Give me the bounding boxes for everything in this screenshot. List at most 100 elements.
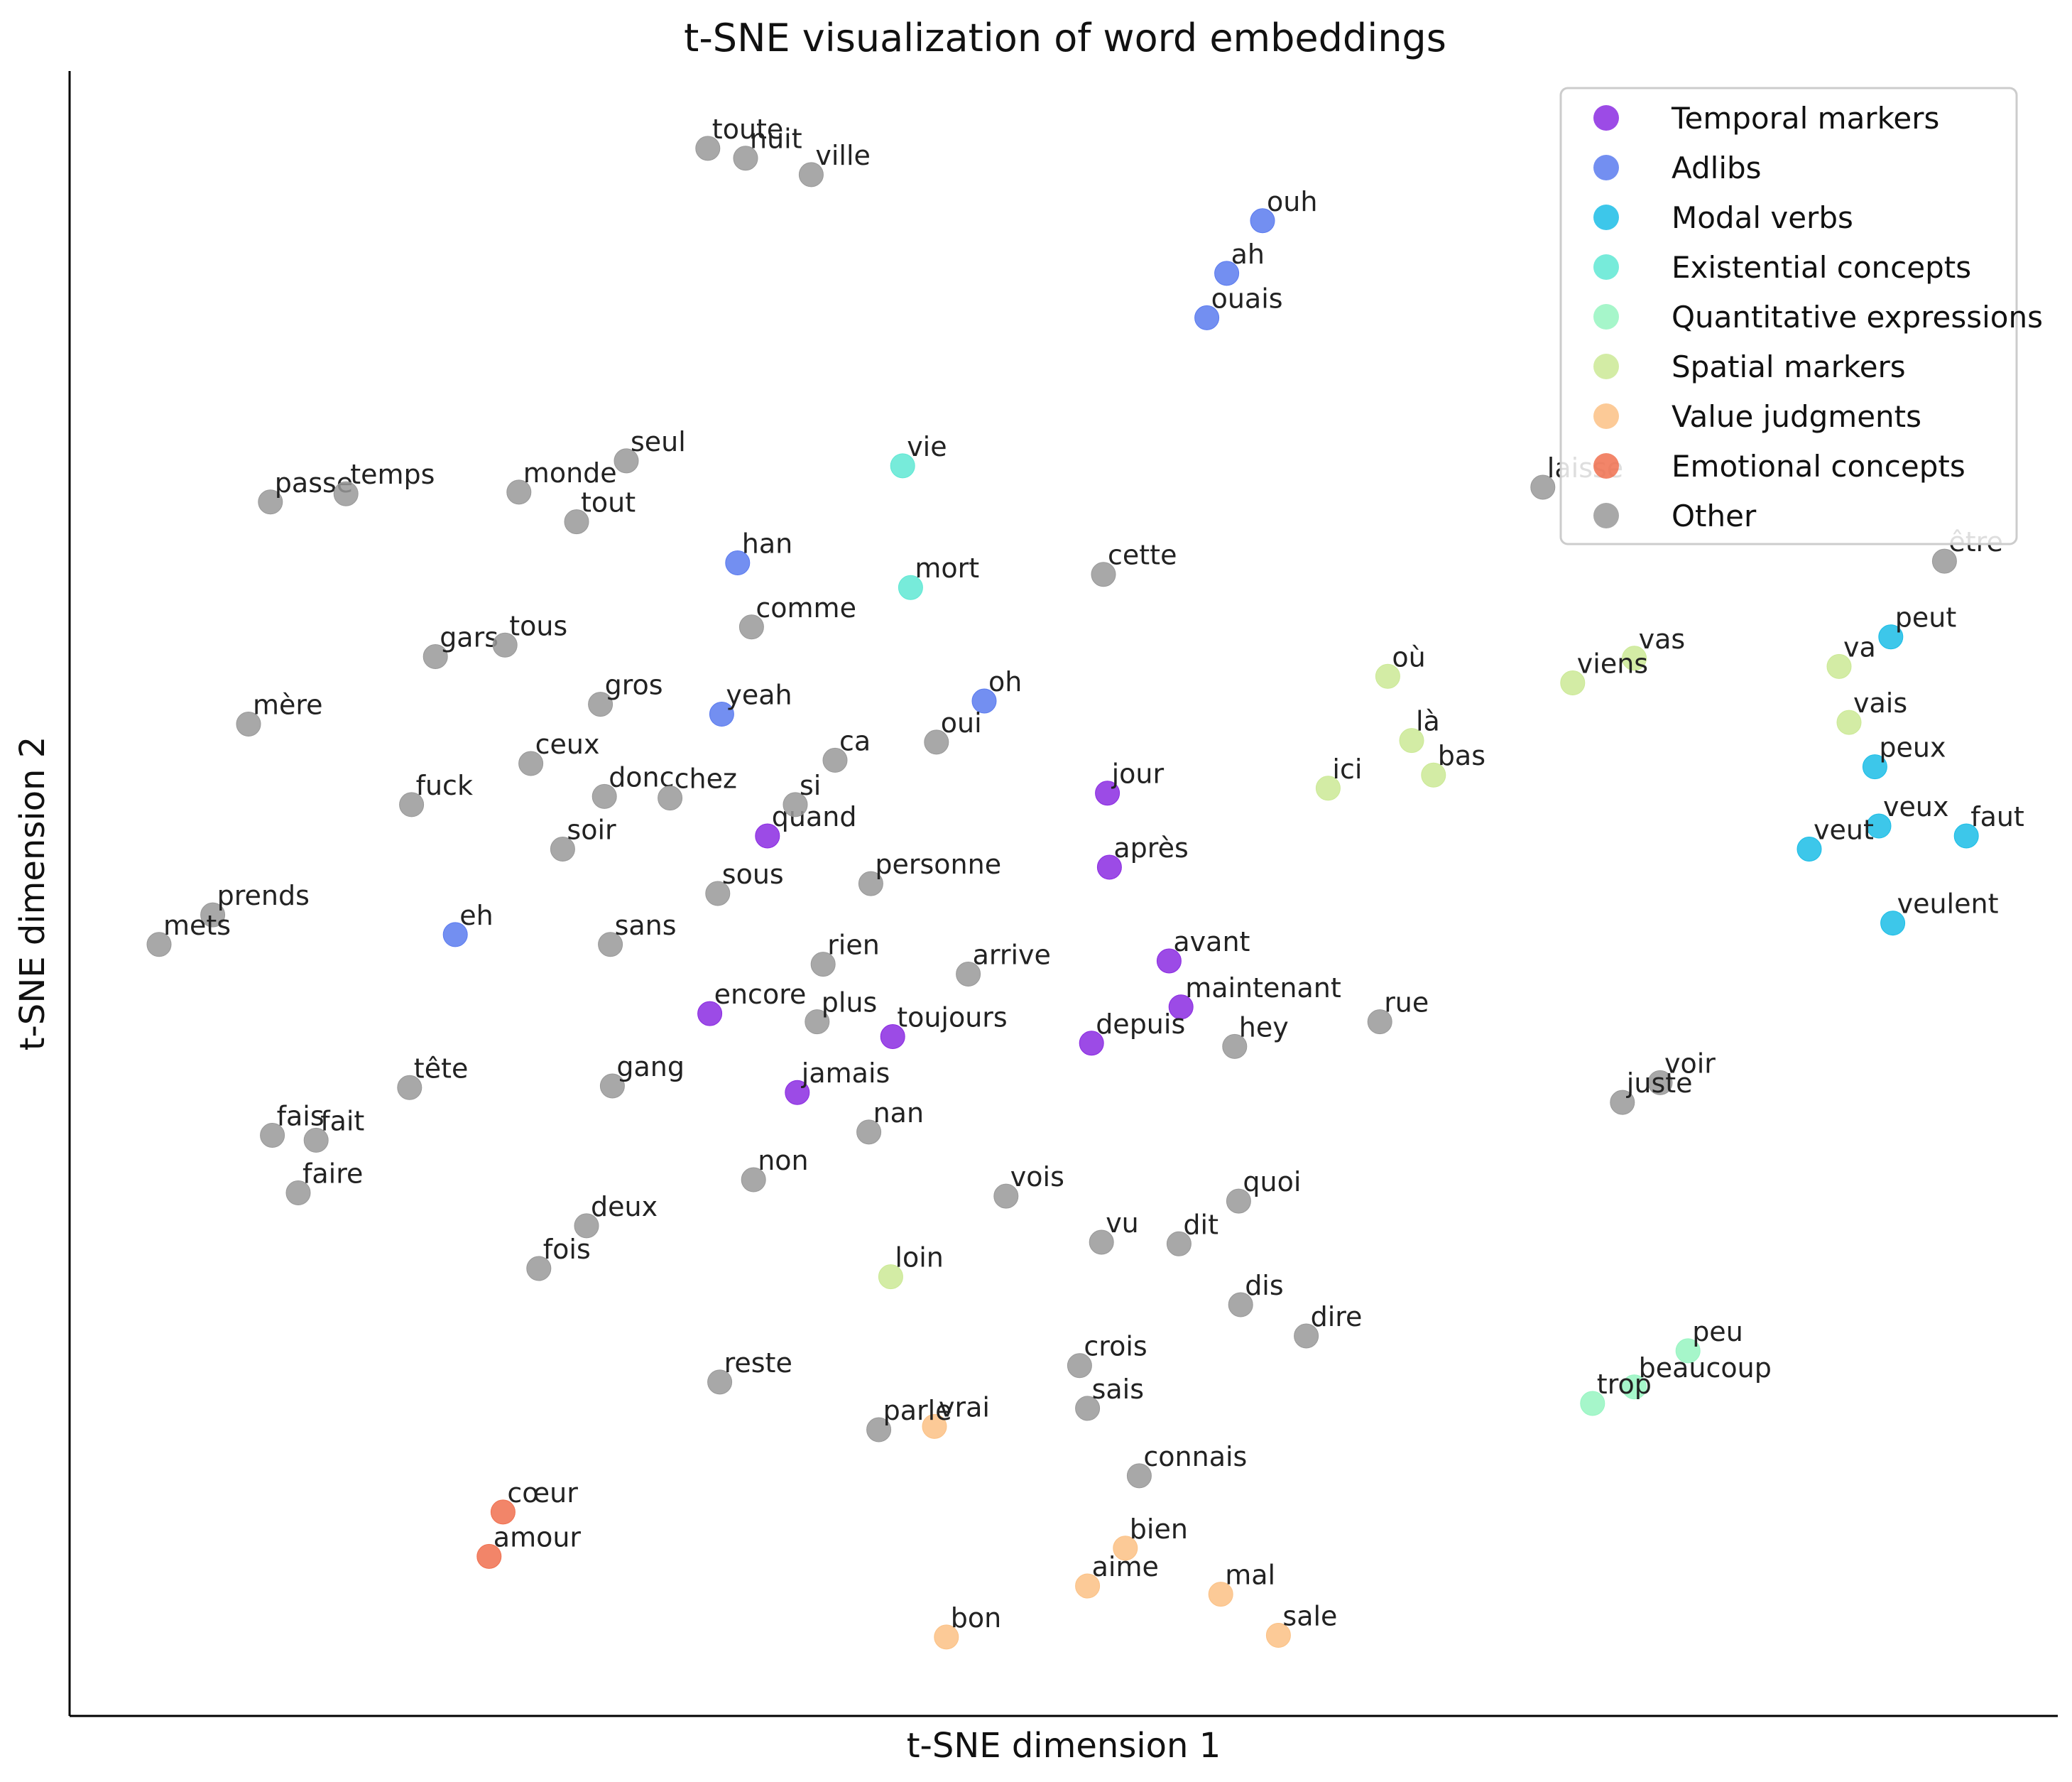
point-vois [993, 1183, 1019, 1209]
point-label-sais: sais [1092, 1374, 1144, 1405]
point-label-mal: mal [1225, 1560, 1275, 1591]
point-dis [1228, 1292, 1253, 1318]
point-label-parle: parle [883, 1395, 952, 1426]
point-apres [1096, 854, 1122, 880]
point-temps [333, 481, 359, 506]
point-vas [1622, 646, 1647, 671]
point-label-amour: amour [494, 1521, 582, 1553]
point-label-veut: veut [1814, 814, 1874, 845]
point-label-nuit: nuit [750, 124, 802, 155]
legend-marker-temporal-markers [1593, 105, 1619, 131]
point-gang [599, 1073, 625, 1099]
point-avant [1156, 948, 1182, 974]
point-label-seul: seul [631, 426, 686, 457]
point-label-ou: où [1392, 641, 1425, 673]
point-label-viens: viens [1577, 648, 1648, 680]
series-other: toutenuitvilleseulmondepassetempstoutlai… [146, 114, 2003, 1489]
point-label-vas: vas [1639, 624, 1686, 655]
point-label-gars: gars [440, 621, 498, 653]
point-passe [258, 489, 283, 515]
point-monde [506, 479, 532, 505]
point-label-arrive: arrive [973, 939, 1051, 970]
point-mere [236, 711, 261, 737]
point-reste [707, 1369, 733, 1395]
point-hey [1222, 1033, 1248, 1059]
point-label-vois: vois [1010, 1161, 1064, 1192]
point-label-toujours: toujours [897, 1001, 1008, 1033]
point-ville [798, 162, 824, 188]
point-gars [422, 643, 448, 669]
point-non [741, 1167, 766, 1192]
point-label-faire: faire [302, 1158, 363, 1190]
point-trop [1580, 1391, 1605, 1416]
point-fait [303, 1127, 329, 1153]
point-label-sous: sous [722, 859, 784, 890]
point-label-jamais: jamais [801, 1058, 890, 1089]
point-coeur [490, 1499, 516, 1525]
point-label-chez: chez [675, 764, 737, 795]
point-label-bon: bon [951, 1602, 1001, 1634]
point-label-veulent: veulent [1897, 889, 1999, 920]
point-seul [614, 448, 639, 474]
point-label-fait: fait [320, 1105, 364, 1136]
point-tete [397, 1075, 422, 1100]
point-si [783, 792, 808, 817]
point-label-cette: cette [1108, 540, 1177, 571]
point-soir [550, 836, 575, 862]
legend-marker-value-judgments [1593, 403, 1619, 429]
point-label-fois: fois [543, 1234, 591, 1265]
point-label-crois: crois [1084, 1331, 1147, 1362]
point-eh [442, 922, 468, 947]
point-laisse [1530, 474, 1556, 500]
point-label-voir: voir [1664, 1048, 1716, 1079]
point-maintenant [1168, 994, 1194, 1020]
point-label-la: là [1416, 706, 1440, 737]
point-label-tout: tout [581, 487, 636, 518]
axes [68, 71, 2058, 1717]
point-ouh [1250, 208, 1275, 234]
point-label-peux: peux [1879, 732, 1946, 764]
point-quoi [1226, 1188, 1251, 1214]
point-label-loin: loin [895, 1242, 943, 1273]
point-label-vais: vais [1853, 688, 1907, 719]
point-donc [591, 783, 617, 809]
point-comme [738, 614, 764, 640]
point-aime [1075, 1573, 1101, 1599]
point-veulent [1880, 911, 1906, 936]
point-label-vu: vu [1106, 1207, 1139, 1239]
legend-marker-modal-verbs [1593, 205, 1619, 230]
point-ceux [518, 751, 544, 776]
point-crois [1067, 1353, 1092, 1379]
point-deux [574, 1213, 599, 1239]
point-peut [1878, 624, 1904, 650]
point-label-oh: oh [988, 666, 1022, 697]
point-label-depuis: depuis [1096, 1009, 1185, 1040]
point-bien [1113, 1536, 1138, 1561]
point-label-rien: rien [827, 930, 880, 961]
legend-marker-quantitative-expressions [1593, 304, 1619, 330]
point-label-dire: dire [1311, 1301, 1363, 1332]
legend-marker-existential-concepts [1593, 254, 1619, 280]
legend-label-spatial-markers: Spatial markers [1672, 349, 1906, 384]
point-label-vie: vie [907, 431, 947, 462]
point-voir [1647, 1070, 1673, 1095]
legend-marker-other [1593, 503, 1619, 528]
legend-marker-adlibs [1593, 155, 1619, 180]
point-depuis [1079, 1031, 1104, 1056]
point-connais [1126, 1463, 1152, 1489]
point-label-vrai: vrai [939, 1391, 990, 1423]
point-toujours [880, 1023, 905, 1049]
point-nuit [733, 146, 758, 171]
point-etre [1931, 548, 1957, 574]
point-peu [1675, 1338, 1701, 1364]
point-label-reste: reste [724, 1347, 792, 1379]
point-label-ouais: ouais [1211, 283, 1283, 314]
point-fais [260, 1122, 285, 1148]
point-tout [564, 509, 589, 535]
legend-label-quantitative-expressions: Quantitative expressions [1672, 300, 2043, 335]
legend-label-other: Other [1672, 499, 1757, 533]
point-label-ouh: ouh [1267, 186, 1317, 217]
legend-label-emotional-concepts: Emotional concepts [1672, 449, 1965, 484]
